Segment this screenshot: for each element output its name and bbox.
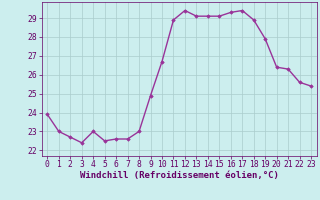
X-axis label: Windchill (Refroidissement éolien,°C): Windchill (Refroidissement éolien,°C): [80, 171, 279, 180]
